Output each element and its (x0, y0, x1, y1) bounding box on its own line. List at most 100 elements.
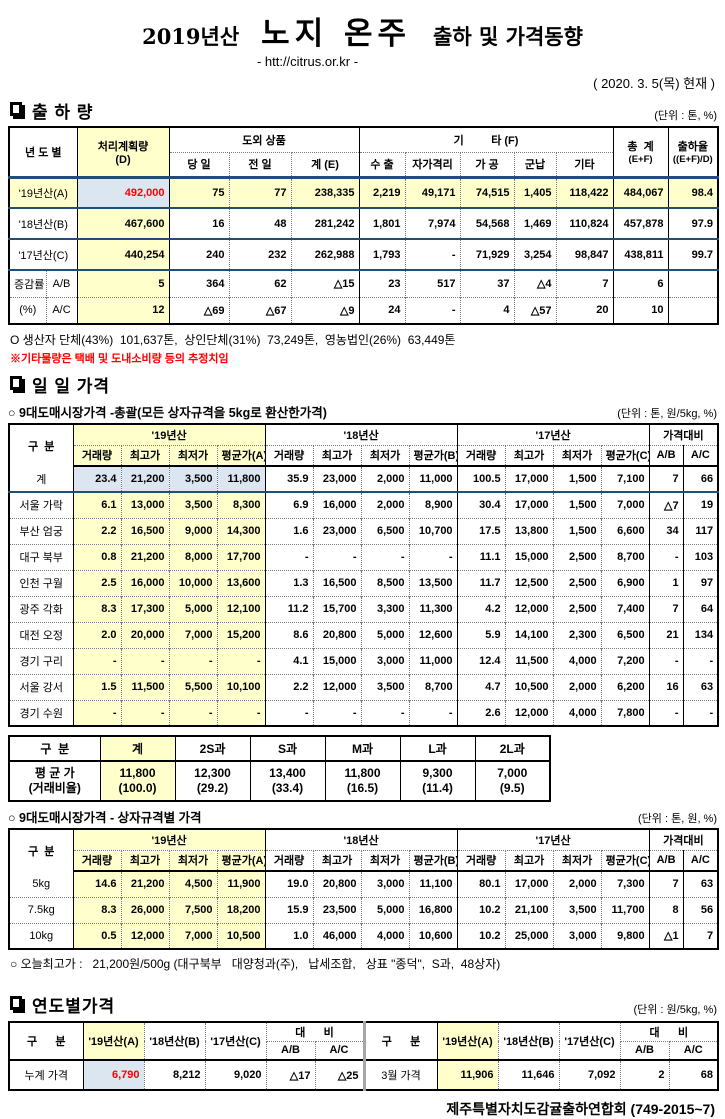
row-label: 대전 오정 (9, 621, 73, 648)
table-cell: 11,906 (436, 1059, 499, 1090)
table-cell: 9,020 (204, 1059, 266, 1090)
etc-volume-note: ※기타물량은 택배 및 도내소비량 등의 추정치임 (10, 353, 229, 365)
table-cell: - (648, 647, 684, 674)
table-row: 평 균 가 (거래비율) 11,800 (100.0) 12,300 (29.2) 1… (8, 761, 550, 801)
column-header: '18년산(B) (497, 1022, 560, 1060)
table-cell: 0.5 (72, 922, 121, 949)
column-header: 최저가 (552, 445, 602, 467)
table-cell: △1 (648, 922, 684, 949)
table-cell: - (360, 543, 410, 570)
table-cell: 11,500 (504, 647, 554, 674)
table-cell: 5,000 (360, 621, 410, 648)
table-cell: 3,000 (360, 647, 410, 674)
column-header: 거래량 (72, 850, 121, 872)
table-row: '19년산(A) 492,000 75 77 238,335 2,219 49,… (9, 175, 719, 208)
column-header: 최고가 (120, 445, 169, 467)
table-cell: 11,100 (408, 871, 458, 897)
table-cell: 1,405 (513, 175, 557, 208)
table-cell: 9,000 (168, 517, 217, 544)
table-cell: 1,500 (552, 466, 602, 493)
column-header: M과 (324, 736, 400, 762)
column-group-header: 대 비 (265, 1022, 365, 1042)
table-cell: △4 (513, 269, 557, 297)
table-cell: 7,200 (600, 647, 650, 674)
table-cell: 98.4 (667, 175, 719, 208)
column-header: A/C (682, 850, 719, 872)
table-cell: 238,335 (290, 175, 360, 208)
row-label: 광주 각화 (9, 595, 73, 622)
table-cell: 4,000 (360, 922, 410, 949)
row-label: (%) (9, 296, 46, 324)
table-cell: 54,568 (459, 207, 515, 239)
table-cell: 12.4 (456, 647, 506, 674)
column-header: 거래량 (264, 850, 314, 872)
table-cell: 7,000 (168, 922, 217, 949)
column-header: 최저가 (552, 850, 602, 872)
table-cell: - (648, 699, 684, 726)
table-cell: 15,000 (312, 647, 362, 674)
column-header: S과 (249, 736, 325, 762)
column-header: 수 출 (358, 152, 406, 177)
column-group-header: 도외 상품 (168, 127, 360, 153)
table-cell: 1.3 (264, 569, 314, 596)
table-cell: 30.4 (456, 491, 506, 518)
table-cell: 13,400 (33.4) (249, 761, 325, 801)
table-cell: 5,000 (360, 896, 410, 923)
table-cell: 21,100 (504, 896, 554, 923)
column-header: A/B (648, 445, 684, 467)
table-cell: 7,400 (600, 595, 650, 622)
table-cell: 34 (648, 517, 684, 544)
column-header: 최저가 (360, 850, 410, 872)
table-cell: 1,500 (552, 517, 602, 544)
table-cell: 20,800 (312, 871, 362, 897)
table-cell: 1.0 (264, 922, 314, 949)
table-cell: - (168, 699, 217, 726)
column-header: 최고가 (120, 850, 169, 872)
table-cell: 2,500 (552, 543, 602, 570)
table-cell: 46,000 (312, 922, 362, 949)
column-header: 2S과 (174, 736, 250, 762)
column-header: '17년산(C) (204, 1022, 266, 1060)
table-row: 경기 수원 ---- ---- 2.6 12,000 4,000 7,800 -- (9, 699, 719, 726)
table-cell: 6,500 (600, 621, 650, 648)
yearly-price-table: 구 분 '19년산(A) '18년산(B) '17년산(C) 대 비 구 분 '… (8, 1021, 720, 1091)
column-header: A/B (648, 850, 684, 872)
table-cell: 240 (168, 238, 230, 270)
table-cell: 74,515 (459, 175, 515, 208)
table-cell: 7,000 (168, 621, 217, 648)
table-cell: △15 (290, 269, 360, 297)
table-cell: △7 (648, 491, 684, 518)
table-row: 부산 엄궁 2.2 16,500 9,000 14,300 1.6 23,000 6,50… (9, 517, 719, 544)
table-row: (%) A/C 12 △69 △67 △9 24 - 4 △57 20 10 (9, 296, 719, 324)
table-cell: 2,219 (358, 175, 406, 208)
table-cell: - (72, 699, 121, 726)
row-label: '17년산(C) (9, 238, 78, 270)
table-row: 서울 강서 1.5 11,500 5,500 10,100 2.2 12,000 3,50… (9, 673, 719, 700)
table-cell: 62 (228, 269, 292, 297)
organization-footer: 제주특별자치도감귤출하연합회 (749-2015~7) (446, 1101, 715, 1117)
unit-label: (단위 : 톤, %) (654, 110, 717, 122)
table-cell: 19.0 (264, 871, 314, 897)
table-cell: 20,800 (312, 621, 362, 648)
row-label: '18년산(B) (9, 207, 78, 239)
table-cell: 8,700 (600, 543, 650, 570)
row-label: 10kg (9, 922, 73, 949)
table-cell: 7 (648, 595, 684, 622)
table-cell: - (408, 543, 458, 570)
table-cell: 16,000 (120, 569, 169, 596)
table-cell: 37 (459, 269, 515, 297)
table-cell: 12,300 (29.2) (174, 761, 250, 801)
column-header: 구 분 (28, 440, 55, 453)
column-header: 최고가 (504, 445, 554, 467)
box-subtitle: ○ 9대도매시장가격 - 상자규격별 가격 (8, 811, 202, 825)
table-cell: 467,600 (76, 207, 170, 239)
table-cell: 11.1 (456, 543, 506, 570)
table-cell: 98,847 (555, 238, 614, 270)
table-cell: 11,500 (120, 673, 169, 700)
column-header: 평균가(B) (408, 850, 458, 872)
table-cell: - (264, 543, 314, 570)
table-cell: 8,700 (408, 673, 458, 700)
table-cell: 12,000 (120, 922, 169, 949)
table-cell: 48 (228, 207, 292, 239)
table-cell: - (408, 699, 458, 726)
